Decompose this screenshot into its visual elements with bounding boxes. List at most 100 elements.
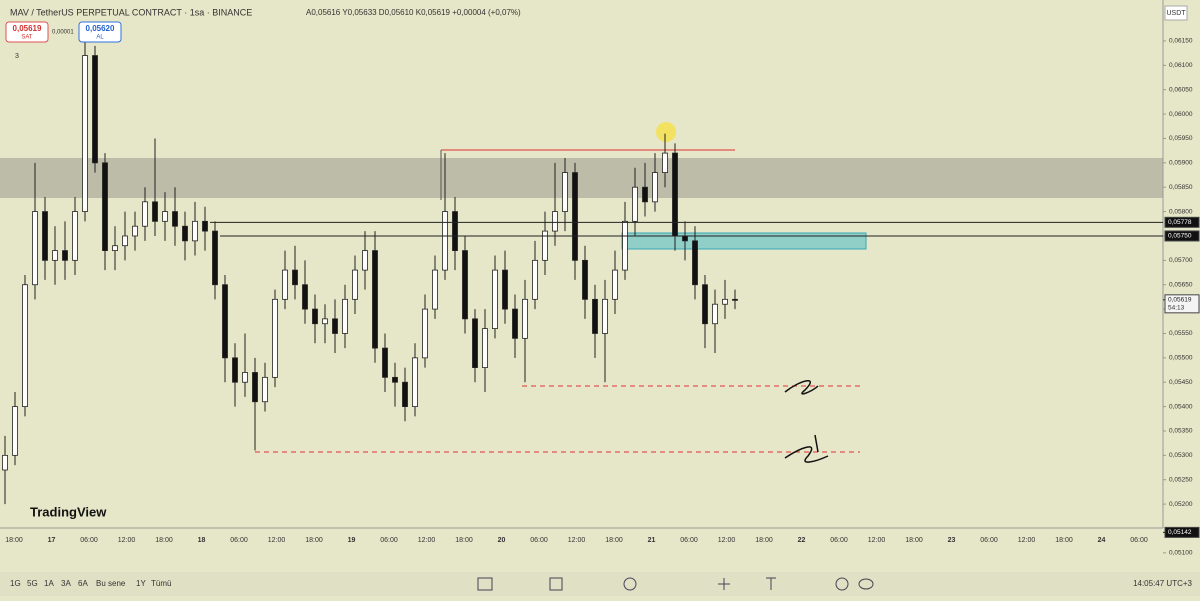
price-tag-label: 0,05619 [1168,297,1192,304]
candle-body [202,220,208,232]
range-button[interactable]: 1G [10,579,21,588]
candle-body [22,284,28,408]
x-tick-label: 18:00 [905,537,923,544]
plot [2,26,738,505]
candle-body [432,269,438,310]
range-button[interactable]: 5G [27,579,38,588]
y-tick-label: 0,05900 [1169,160,1193,167]
candle-body [142,201,148,227]
candle-body [42,211,48,261]
y-tick-label: 0,05850 [1169,184,1193,191]
candle-body [112,245,118,251]
range-button[interactable]: 1Y [136,579,146,588]
candle-body [662,152,668,173]
candle-body [122,235,128,247]
ohlc: A0,05616 Y0,05633 D0,05610 K0,05619 +0,0… [306,8,521,17]
y-tick-label: 0,06100 [1169,62,1193,69]
spread: 0,00001 [52,30,74,36]
price-tag [1164,216,1200,228]
candle-body [62,250,68,261]
candle-body [522,298,528,339]
candle-body [92,55,98,164]
range-button[interactable]: Bu sene [96,579,126,588]
candle-body [302,284,308,310]
candle-body [132,225,138,237]
candle-body [222,284,228,359]
candle-body [52,250,58,261]
candle-body [412,357,418,408]
y-tick-label: 0,06150 [1169,38,1193,45]
candle-body [542,230,548,261]
y-tick-label: 0,05650 [1169,281,1193,288]
candle-body [312,308,318,325]
tool[interactable] [766,577,776,590]
price-tag [1164,294,1200,314]
highlight [656,122,676,142]
candle-body [492,269,498,329]
x-tick-label: 12:00 [568,537,586,544]
tool[interactable] [623,577,637,591]
x-tick-label: 18 [198,537,206,544]
x-tick-label: 06:00 [830,537,848,544]
candle-body [402,381,408,408]
candle-body [262,376,268,403]
candle-body [502,269,508,310]
tool[interactable] [858,578,874,590]
candle-body [642,186,648,203]
candle-body [532,259,538,300]
buy-button[interactable] [78,21,122,43]
price-tag [1164,526,1200,538]
candle-body [182,225,188,242]
x-tick-label: 18:00 [605,537,623,544]
range-button[interactable]: 6A [78,579,88,588]
candle-body [482,328,488,369]
sell-price: 0,05619 [13,24,42,33]
x-tick-label: 23 [948,537,956,544]
y-tick-label: 0,06050 [1169,86,1193,93]
x-tick-label: 22 [798,537,806,544]
candle-body [372,250,378,349]
candle-body [392,376,398,383]
x-tick-label: 06:00 [230,537,248,544]
buy-label: AL [96,35,104,41]
y-tick-label: 0,05550 [1169,330,1193,337]
tool[interactable] [477,577,493,591]
y-tick-label: 0,05200 [1169,501,1193,508]
candle-body [572,172,578,261]
x-tick-label: 12:00 [718,537,736,544]
sketch [784,434,829,463]
y-tick-label: 0,05500 [1169,355,1193,362]
x-tick-label: 06:00 [380,537,398,544]
candle-body [32,211,38,286]
x-tick-label: 18:00 [1055,537,1073,544]
range-button[interactable]: Tümü [151,579,171,588]
sell-label: SAT [21,35,33,41]
candle-body [352,269,358,300]
tool[interactable] [835,577,849,591]
candle-body [602,298,608,334]
candle-body [552,211,558,232]
x-tick-label: 06:00 [680,537,698,544]
tool[interactable] [718,578,730,590]
price-tag-label: 0,05778 [1168,219,1192,226]
x-tick-label: 06:00 [80,537,98,544]
x-tick-label: 24 [1098,537,1106,544]
sell-button[interactable] [5,21,49,43]
range-button[interactable]: 3A [61,579,71,588]
tool[interactable] [549,577,563,591]
candle-body [462,250,468,320]
candle-body [472,318,478,369]
symbol: MAV / TetherUS PERPETUAL CONTRACT · 1sa … [10,7,252,17]
candle-body [12,406,18,456]
y-tick-label: 0,05250 [1169,476,1193,483]
y-tick-label: 0,05450 [1169,379,1193,386]
currency-button[interactable] [1164,5,1188,21]
range-button[interactable]: 1A [44,579,54,588]
price-tag-label: 0,05142 [1168,529,1192,536]
x-tick-label: 06:00 [1130,537,1148,544]
x-tick-label: 12:00 [1018,537,1036,544]
candle-body [252,372,258,403]
y-tick-label: 0,05300 [1169,452,1193,459]
